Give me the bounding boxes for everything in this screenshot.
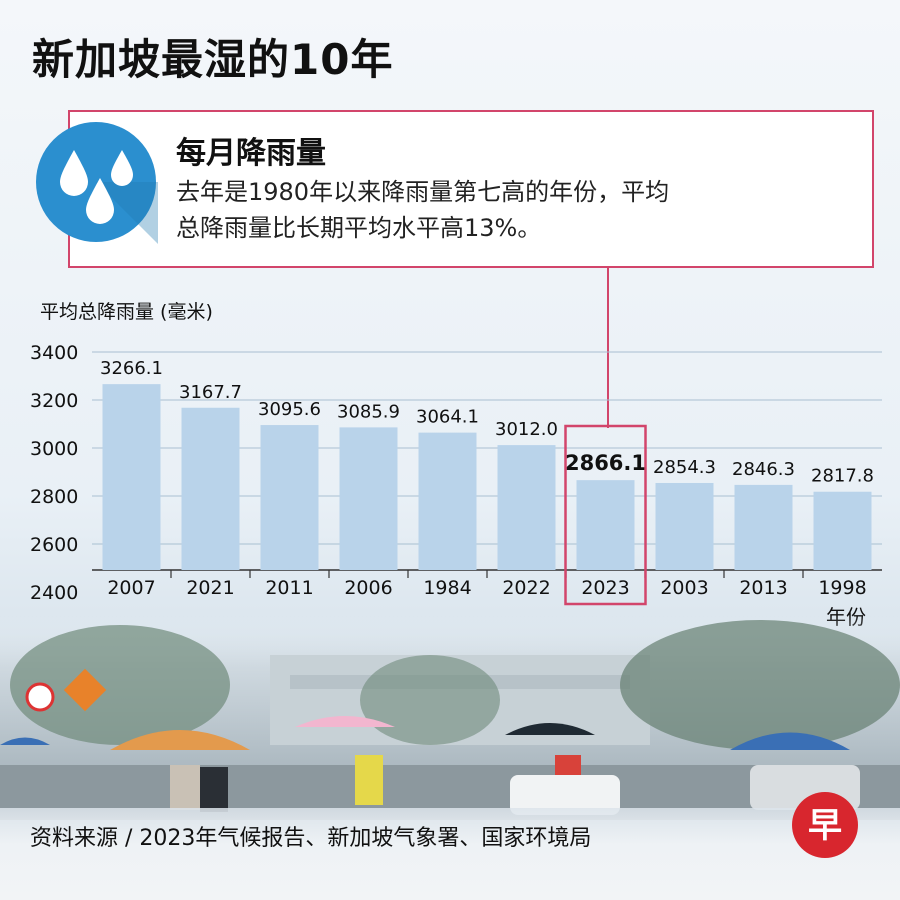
bar-1984 (418, 432, 477, 570)
bar-2011 (260, 425, 319, 570)
highlight-box (564, 424, 647, 606)
value-label: 3095.6 (258, 399, 321, 420)
value-label: 2817.8 (811, 466, 874, 487)
x-tick-label: 2013 (739, 577, 787, 599)
callout-box (68, 110, 874, 268)
rainfall-bar-chart: 平均总降雨量 (毫米) 3400 3200 3000 2800 2600 2400 326… (30, 301, 882, 629)
x-tick-label: 2021 (186, 577, 234, 599)
x-tick-labels: 2007 2021 2011 2006 1984 2022 2023 2003 2013 1998 (107, 577, 866, 599)
value-label: 3012.0 (495, 419, 558, 440)
y-tick-label: 3400 (30, 342, 78, 364)
value-label: 2846.3 (732, 459, 795, 480)
x-tick-label: 2003 (660, 577, 708, 599)
y-tick-labels: 3400 3200 3000 2800 2600 2400 (30, 342, 78, 604)
rainy-street-photo (0, 615, 900, 820)
source-note: 资料来源 / 2023年气候报告、新加坡气象署、国家环境局 (30, 826, 592, 851)
x-tick-label: 1998 (818, 577, 866, 599)
x-tick-label: 2011 (265, 577, 313, 599)
bars (102, 384, 872, 570)
callout-heading: 每月降雨量 (176, 136, 326, 171)
y-tick-label: 2800 (30, 486, 78, 508)
value-label: 3064.1 (416, 407, 479, 428)
y-tick-label: 3000 (30, 438, 78, 460)
y-tick-label: 2600 (30, 534, 78, 556)
x-tick-label: 2023 (581, 577, 629, 599)
bar-2007 (102, 384, 161, 570)
bar-1998 (813, 491, 872, 570)
x-tick-label: 2007 (107, 577, 155, 599)
value-label: 2866.1 (565, 451, 646, 475)
bar-2021 (181, 407, 240, 570)
value-label: 3085.9 (337, 401, 400, 422)
bar-2023 (576, 480, 635, 570)
callout-text-line-1: 去年是1980年以来降雨量第七高的年份，平均 (176, 178, 670, 206)
bar-2006 (339, 427, 398, 570)
callout-connector (607, 266, 609, 428)
logo-glyph: 早 (808, 806, 842, 846)
bar-2003 (655, 482, 714, 570)
value-label: 2854.3 (653, 457, 716, 478)
x-tick-label: 1984 (423, 577, 471, 599)
raindrops-icon (36, 122, 158, 244)
callout-text-line-2: 总降雨量比长期平均水平高13%。 (176, 214, 542, 242)
page-title: 新加坡最湿的10年 (32, 35, 394, 84)
zaobao-logo: 早 (792, 792, 858, 858)
y-tick-label: 3200 (30, 390, 78, 412)
x-tick-label: 2006 (344, 577, 392, 599)
value-label: 3266.1 (100, 358, 163, 379)
bar-2013 (734, 484, 793, 570)
x-tick-label: 2022 (502, 577, 550, 599)
bar-2022 (497, 445, 556, 570)
value-label: 3167.7 (179, 382, 242, 403)
y-tick-label: 2400 (30, 582, 78, 604)
value-labels: 3266.1 3167.7 3095.6 3085.9 3064.1 3012.0 2866… (100, 358, 874, 606)
source-bar (0, 808, 900, 900)
y-axis-label: 平均总降雨量 (毫米) (40, 301, 213, 323)
